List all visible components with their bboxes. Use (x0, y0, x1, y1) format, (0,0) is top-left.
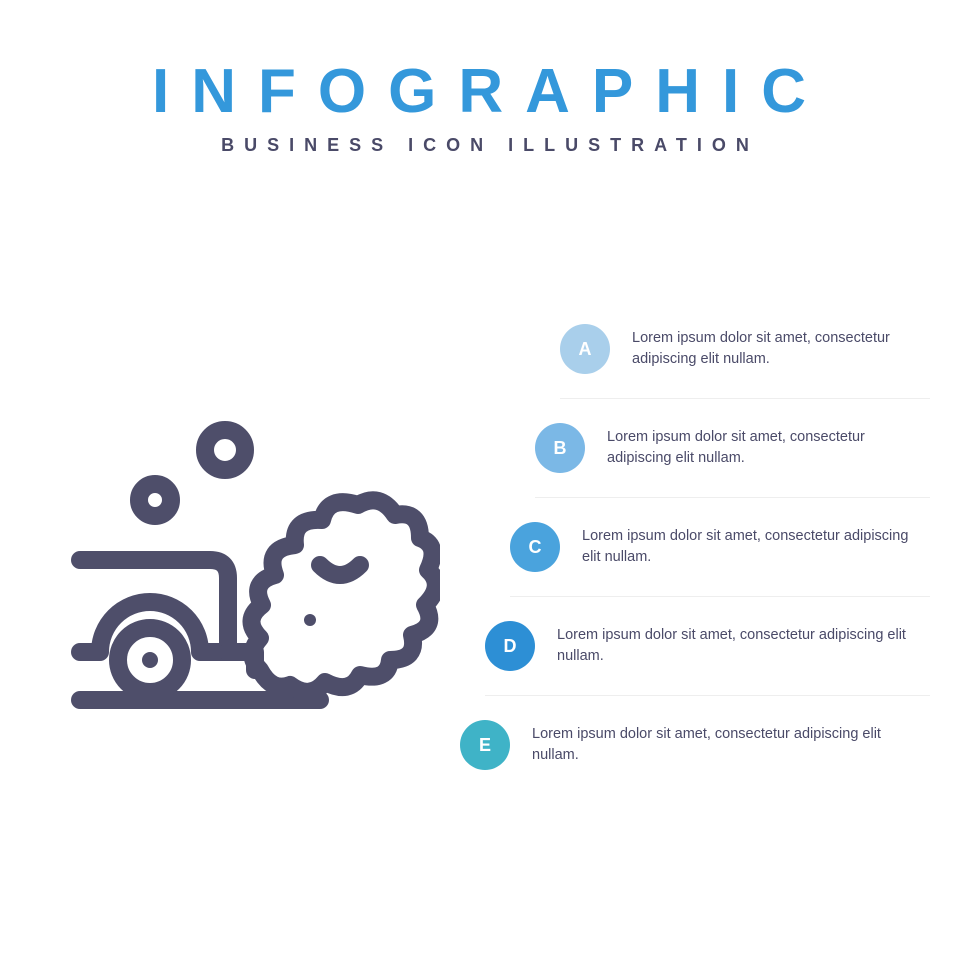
step-c: C Lorem ipsum dolor sit amet, consectetu… (510, 498, 930, 597)
badge-b: B (535, 423, 585, 473)
page-title: INFOGRAPHIC (0, 56, 980, 127)
step-d-text: Lorem ipsum dolor sit amet, consectetur … (557, 625, 930, 667)
page-subtitle: BUSINESS ICON ILLUSTRATION (0, 135, 980, 156)
badge-a-letter: A (579, 339, 592, 360)
badge-b-letter: B (554, 438, 567, 459)
steps-list: A Lorem ipsum dolor sit amet, consectetu… (460, 300, 930, 794)
badge-c: C (510, 522, 560, 572)
step-e-text: Lorem ipsum dolor sit amet, consectetur … (532, 724, 930, 766)
badge-e: E (460, 720, 510, 770)
car-pollution-icon (60, 360, 440, 740)
step-c-text: Lorem ipsum dolor sit amet, consectetur … (582, 526, 930, 568)
step-a-text: Lorem ipsum dolor sit amet, consectetur … (632, 328, 930, 370)
step-b: B Lorem ipsum dolor sit amet, consectetu… (535, 399, 930, 498)
step-b-text: Lorem ipsum dolor sit amet, consectetur … (607, 427, 930, 469)
main-content: A Lorem ipsum dolor sit amet, consectetu… (0, 300, 980, 940)
badge-d: D (485, 621, 535, 671)
step-e: E Lorem ipsum dolor sit amet, consectetu… (460, 696, 930, 794)
step-d: D Lorem ipsum dolor sit amet, consectetu… (485, 597, 930, 696)
header: INFOGRAPHIC BUSINESS ICON ILLUSTRATION (0, 0, 980, 156)
badge-a: A (560, 324, 610, 374)
badge-c-letter: C (529, 537, 542, 558)
step-a: A Lorem ipsum dolor sit amet, consectetu… (560, 300, 930, 399)
badge-e-letter: E (479, 735, 491, 756)
badge-d-letter: D (504, 636, 517, 657)
